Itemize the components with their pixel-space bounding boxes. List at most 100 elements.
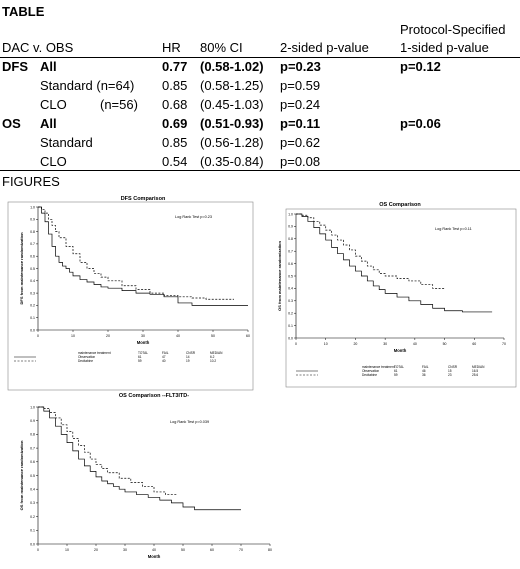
y-tick-label: 0.0 (30, 328, 35, 332)
x-tick-label: 70 (239, 548, 243, 552)
series-line-observation (38, 406, 241, 511)
x-tick-label: 50 (443, 342, 447, 346)
header-p1-line1: Protocol-Specified (400, 22, 506, 37)
legend-cell: 47 (162, 355, 166, 359)
header-p2: 2-sided p-value (280, 40, 369, 55)
y-tick-label: 0.9 (30, 419, 35, 423)
x-tick-label: 80 (268, 548, 272, 552)
legend-header: maintenance treatment (362, 365, 395, 369)
series-line-decitabine (296, 213, 445, 289)
y-tick-label: 0.9 (288, 225, 293, 229)
series-line-observation (296, 213, 493, 313)
x-tick-label: 30 (383, 342, 387, 346)
ci-cell: (0.51-0.93) (200, 116, 264, 131)
y-tick-label: 0.0 (30, 542, 35, 546)
legend-header: FAIL (422, 365, 429, 369)
y-tick-label: 0.4 (288, 287, 293, 291)
x-tick-label: 50 (181, 548, 185, 552)
legend-cell: Decitabine (362, 373, 377, 377)
y-tick-label: 0.2 (30, 304, 35, 308)
hr-cell: 0.54 (162, 154, 188, 169)
series-line-decitabine (38, 406, 178, 496)
y-tick-label: 1.0 (30, 405, 35, 409)
legend-cell: 59 (138, 359, 142, 363)
x-axis-label: Month (394, 348, 407, 353)
y-tick-label: 0.3 (30, 291, 35, 295)
os-flt3itd-comparison-chart: OS Comparison --FLT3ITD- Log Rank Test p=… (19, 393, 272, 559)
subgroup-cell: Standard (n=64) (40, 78, 135, 93)
y-tick-label: 0.1 (288, 324, 293, 328)
x-tick-label: 30 (123, 548, 127, 552)
p1-cell: p=0.12 (400, 59, 441, 74)
y-tick-label: 0.5 (30, 474, 35, 478)
legend-cell: 10.2 (210, 359, 216, 363)
legend-header: CNSR (448, 365, 458, 369)
legend-header: FAIL (162, 351, 169, 355)
y-tick-label: 0.2 (30, 515, 35, 519)
header-group: DAC v. OBS (2, 40, 74, 55)
y-tick-label: 0.4 (30, 279, 35, 283)
legend-header: CNSR (186, 351, 196, 355)
y-tick-label: 0.5 (288, 274, 293, 278)
hr-cell: 0.68 (162, 97, 188, 112)
legend-cell: Observation (362, 369, 379, 373)
x-tick-label: 0 (37, 548, 39, 552)
ci-cell: (0.45-1.03) (200, 97, 264, 112)
header-p1-line2: 1-sided p-value (400, 40, 489, 55)
legend-header: maintenance treatment (78, 351, 111, 355)
y-tick-label: 0.3 (288, 299, 293, 303)
y-tick-label: 0.7 (30, 242, 35, 246)
table-section-title: TABLE (2, 4, 45, 19)
legend-cell: 61 (138, 355, 142, 359)
legend-cell: 16.5 (472, 369, 478, 373)
x-tick-label: 60 (210, 548, 214, 552)
x-tick-label: 70 (502, 342, 506, 346)
legend-header: TOTAL (394, 365, 404, 369)
hr-cell: 0.85 (162, 135, 188, 150)
y-tick-label: 0.4 (30, 488, 35, 492)
header-hr: HR (162, 40, 181, 55)
p2-cell: p=0.59 (280, 78, 321, 93)
legend-cell: 46 (422, 369, 426, 373)
subgroup-cell: CLO (40, 154, 67, 169)
chart-annotation: Log Rank Test p=0.039 (170, 420, 209, 424)
x-tick-label: 40 (176, 334, 180, 338)
x-axis-label: Month (137, 340, 150, 345)
x-tick-label: 40 (152, 548, 156, 552)
header-rule (0, 57, 520, 58)
header-ci: 80% CI (200, 40, 243, 55)
x-tick-label: 30 (141, 334, 145, 338)
hr-cell: 0.85 (162, 78, 188, 93)
p2-cell: p=0.11 (280, 116, 321, 131)
hr-cell: 0.69 (162, 116, 188, 131)
p2-cell: p=0.23 (280, 59, 321, 74)
x-tick-label: 20 (106, 334, 110, 338)
legend-cell: 23 (448, 373, 452, 377)
ci-cell: (0.35-0.84) (200, 154, 264, 169)
y-tick-label: 0.6 (30, 255, 35, 259)
x-tick-label: 20 (353, 342, 357, 346)
legend-cell: 25.6 (472, 373, 478, 377)
x-tick-label: 60 (246, 334, 250, 338)
legend-header: TOTAL (138, 351, 148, 355)
p1-cell: p=0.06 (400, 116, 441, 131)
x-tick-label: 0 (295, 342, 297, 346)
y-tick-label: 0.3 (30, 501, 35, 505)
x-tick-label: 0 (37, 334, 39, 338)
legend-cell: 40 (162, 359, 166, 363)
y-tick-label: 0.7 (30, 446, 35, 450)
legend-cell: 19 (186, 359, 190, 363)
y-tick-label: 0.5 (30, 267, 35, 271)
chart-title: OS Comparison (379, 202, 421, 208)
subgroup-cell: All (40, 116, 57, 131)
y-tick-label: 0.8 (288, 237, 293, 241)
y-tick-label: 0.6 (288, 262, 293, 266)
legend-cell: Observation (78, 355, 95, 359)
y-tick-label: 0.8 (30, 433, 35, 437)
subgroup-cell: Standard (40, 135, 93, 150)
series-line-decitabine (38, 206, 234, 300)
legend-cell: 61 (394, 369, 398, 373)
x-tick-label: 10 (71, 334, 75, 338)
y-axis-label: OS from maintenance randomization (277, 241, 282, 311)
table-bottom-rule (0, 170, 520, 171)
